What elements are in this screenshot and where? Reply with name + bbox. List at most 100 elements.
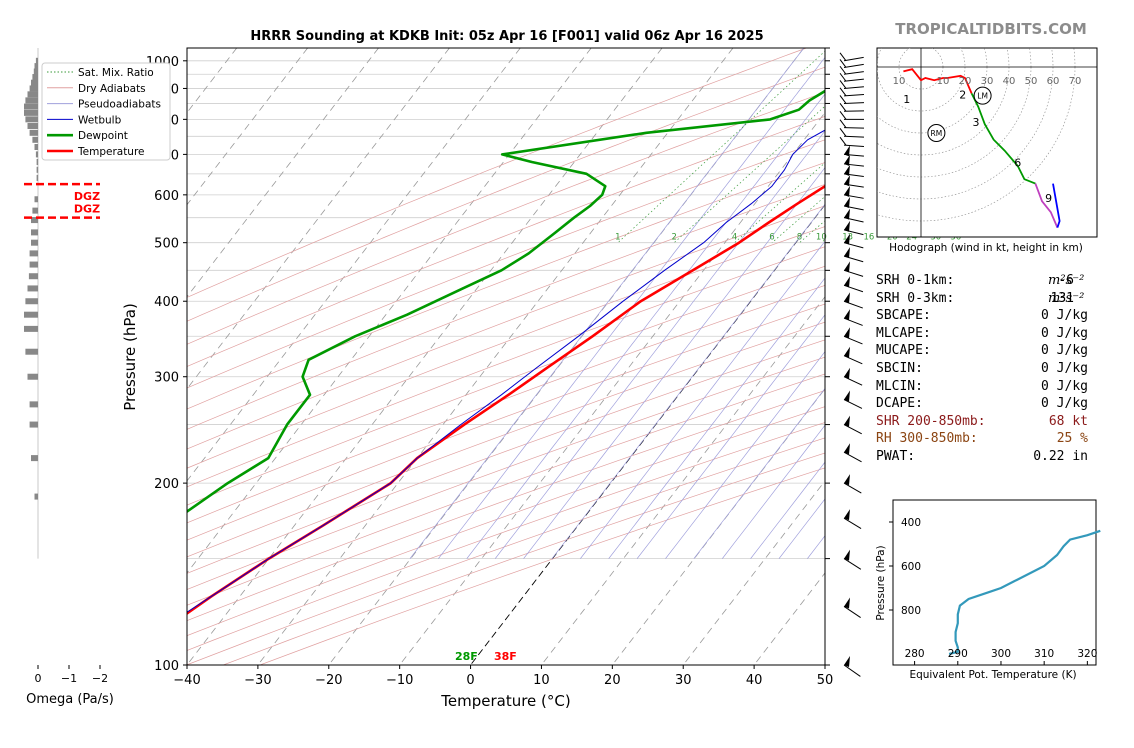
y-tick-label: 600: [154, 189, 179, 204]
skewt-y-label: Pressure (hPa): [121, 303, 139, 411]
omega-bar: [25, 116, 38, 122]
stat-value: 0 J/kg: [1041, 307, 1088, 325]
stat-value: 131: [1051, 290, 1074, 308]
omega-bar: [32, 137, 38, 143]
omega-bar: [35, 196, 39, 202]
omega-bar: [24, 312, 38, 318]
stat-value: 0 J/kg: [1041, 325, 1088, 343]
omega-bar: [30, 85, 38, 91]
omega-bar: [32, 208, 38, 214]
theta-e-y-tick-label: 800: [901, 605, 921, 617]
stat-label: SHR 200-850mb:: [876, 413, 986, 431]
legend-label: Pseudoadiabats: [78, 99, 161, 111]
omega-bar: [30, 250, 38, 256]
legend-label: Dry Adiabats: [78, 83, 146, 95]
x-tick-label: 0: [466, 673, 474, 688]
legend-label: Wetbulb: [78, 114, 122, 126]
hodograph-caption: Hodograph (wind in kt, height in km): [889, 242, 1083, 254]
chart-title: HRRR Sounding at KDKB Init: 05z Apr 16 […: [250, 29, 763, 44]
omega-bar: [24, 326, 38, 332]
omega-bar: [25, 349, 38, 355]
omega-bar: [35, 63, 39, 69]
brand-watermark: TROPICALTIDBITS.COM: [886, 20, 1096, 38]
omega-x-tick-label: −1: [61, 672, 77, 685]
theta-e-y-tick-label: 400: [901, 517, 921, 529]
theta-e-x-tick-label: 320: [1077, 648, 1097, 660]
omega-bar: [28, 285, 39, 291]
omega-x-label: Omega (Pa/s): [26, 692, 114, 707]
omega-bar: [32, 74, 38, 80]
dgz-label: DGZ: [74, 190, 100, 203]
legend: Sat. Mix. Ratio Dry Adiabats Pseudoadiabat…: [42, 63, 170, 160]
stat-row: m²s⁻²SRH 0-3km:131: [876, 290, 1116, 308]
stat-value: 0 J/kg: [1041, 395, 1088, 413]
x-tick-label: −10: [386, 673, 413, 688]
hodograph-ring-label: 70: [1069, 76, 1082, 87]
stat-label: SBCAPE:: [876, 307, 931, 325]
x-tick-label: 40: [746, 673, 763, 688]
omega-bar: [25, 97, 38, 103]
stat-label: MUCAPE:: [876, 342, 931, 360]
stat-value: -6: [1058, 272, 1074, 290]
stat-label: RH 300-850mb:: [876, 430, 978, 448]
theta-e-panel: 280290300310320400600800: [889, 500, 1100, 665]
omega-bar: [36, 151, 38, 157]
skewt-x-label: Temperature (°C): [440, 692, 570, 710]
stat-value: 0 J/kg: [1041, 360, 1088, 378]
theta-e-x-tick-label: 300: [991, 648, 1011, 660]
stat-value: 0.22 in: [1033, 448, 1088, 466]
omega-bar: [28, 374, 39, 380]
legend-label: Temperature: [77, 146, 145, 158]
y-tick-label: 300: [154, 371, 179, 386]
omega-bar: [31, 80, 38, 86]
stat-label: DCAPE:: [876, 395, 923, 413]
mixing-ratio-label: 1: [615, 233, 620, 243]
hodograph-marker-label: RM: [931, 129, 943, 138]
stat-value: 0 J/kg: [1041, 378, 1088, 396]
hodograph-marker-label: LM: [977, 92, 988, 101]
omega-bar: [28, 123, 39, 129]
stat-row: MLCAPE: 0 J/kg: [876, 325, 1116, 343]
hodograph-ring-label: 10: [893, 76, 906, 87]
omega-bar: [24, 110, 38, 116]
hodograph-height-label: 6: [1014, 157, 1021, 170]
theta-e-x-tick-label: 290: [948, 648, 968, 660]
omega-bar: [25, 298, 38, 304]
theta-e-y-label: Pressure (hPa): [875, 545, 887, 620]
omega-bar: [24, 104, 38, 110]
stat-row: DCAPE: 0 J/kg: [876, 395, 1116, 413]
stat-row: SHR 200-850mb: 68 kt: [876, 413, 1116, 431]
surface-dewpoint-label: 28F: [455, 650, 478, 663]
x-tick-label: 20: [604, 673, 621, 688]
hodograph-ring-label: 40: [1003, 76, 1016, 87]
omega-bar: [37, 175, 39, 181]
theta-e-x-label: Equivalent Pot. Temperature (K): [909, 669, 1076, 681]
legend-label: Dewpoint: [78, 130, 128, 142]
hodograph-height-label: 9: [1045, 192, 1052, 205]
surface-temperature-label: 38F: [494, 650, 517, 663]
theta-e-frame: [893, 500, 1096, 665]
stat-label: SRH 0-1km:: [876, 272, 954, 290]
stat-label: MLCIN:: [876, 378, 923, 396]
dgz-label: DGZ: [74, 203, 100, 216]
stat-label: MLCAPE:: [876, 325, 931, 343]
stat-value: 25 %: [1057, 430, 1088, 448]
x-tick-label: 30: [675, 673, 692, 688]
y-tick-label: 200: [154, 477, 179, 492]
stat-label: SRH 0-3km:: [876, 290, 954, 308]
legend-label: Sat. Mix. Ratio: [78, 67, 154, 79]
stat-label: PWAT:: [876, 448, 915, 466]
theta-e-x-tick-label: 310: [1034, 648, 1054, 660]
hodograph-ring-label: 50: [1025, 76, 1038, 87]
mixing-ratio-label: 2: [671, 233, 676, 243]
omega-bar: [30, 422, 38, 428]
stat-value: 68 kt: [1049, 413, 1088, 431]
x-tick-label: −30: [244, 673, 271, 688]
hodograph-ring-label: 10: [937, 76, 950, 87]
hodograph-ring-label: 60: [1047, 76, 1060, 87]
mixing-ratio-label: 16: [863, 233, 874, 243]
omega-bar: [31, 240, 38, 246]
omega-bar: [30, 262, 38, 268]
omega-bar: [31, 229, 38, 235]
stat-label: SBCIN:: [876, 360, 923, 378]
